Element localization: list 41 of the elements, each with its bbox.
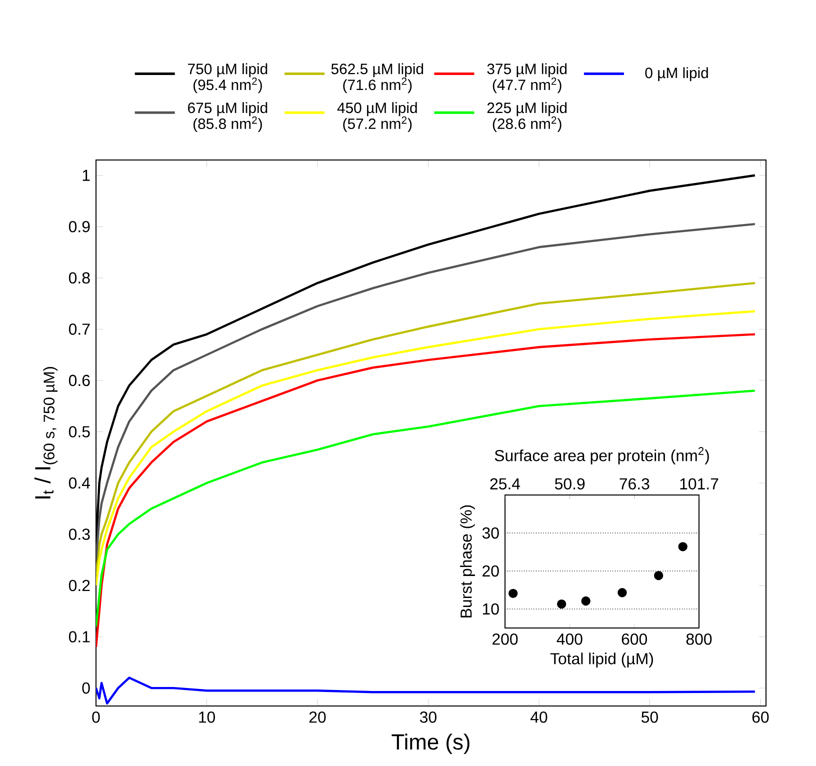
x-tick-label: 200 xyxy=(492,634,518,645)
x-tick-label: 10 xyxy=(199,712,215,723)
legend-label: 0 µM lipid xyxy=(645,67,708,82)
x-axis-title: Total lipid (µM) xyxy=(550,652,653,668)
x-tick-label: 400 xyxy=(556,634,582,645)
y-tick-label: 0 xyxy=(82,682,90,694)
legend-label: 375 µM lipid (47.7 nm$^{2}$) xyxy=(487,63,567,94)
y-tick-label: 0.8 xyxy=(68,272,90,284)
x-axis-title: Time (s) xyxy=(392,734,470,754)
legend-label: 562.5 µM lipid (71.6 nm$^{2}$) xyxy=(331,63,424,94)
x-tick-label: 600 xyxy=(622,634,647,645)
x2-tick-label: 50.9 xyxy=(554,478,585,490)
y-tick-label: 0.7 xyxy=(68,324,90,335)
x2-axis-title: Surface area per protein (nm$^{2}$) xyxy=(494,447,709,464)
x-tick-label: 800 xyxy=(686,634,712,645)
x-tick-label: 20 xyxy=(309,712,326,723)
y-axis-title: $\text{I}_{\text{t}}\text{ / }\text{I}_{\text{(60 s, 750 µM)}}$ xyxy=(34,367,58,498)
y-tick-label: 0.6 xyxy=(68,374,90,386)
y-tick-label: 0.3 xyxy=(68,528,90,540)
y-tick-label: 0.1 xyxy=(68,631,90,642)
x-tick-label: 50 xyxy=(642,712,658,723)
y-tick-label: 10 xyxy=(482,603,499,615)
x-tick-label: 60 xyxy=(752,712,769,723)
legend-label: 675 µM lipid (85.8 nm$^{2}$) xyxy=(188,102,268,132)
y-tick-label: 0.5 xyxy=(68,426,90,438)
x-tick-label: 40 xyxy=(530,712,548,723)
y-tick-label: 20 xyxy=(482,565,499,577)
x-tick-label: 30 xyxy=(420,712,436,723)
x2-tick-label: 25.4 xyxy=(490,478,520,490)
y-tick-label: 0.4 xyxy=(68,477,90,489)
y-tick-label: 0.9 xyxy=(68,221,90,232)
y-axis-title: Burst phase (%) xyxy=(460,505,475,618)
y-tick-label: 1 xyxy=(82,170,90,181)
y-tick-label: 0.2 xyxy=(68,580,90,592)
legend-label: 450 µM lipid (57.2 nm$^{2}$) xyxy=(337,102,417,132)
legend-label: 750 µM lipid (95.4 nm$^{2}$) xyxy=(188,63,268,94)
x2-tick-label: 76.3 xyxy=(620,478,650,490)
y-tick-label: 30 xyxy=(482,527,499,539)
x2-tick-label: 101.7 xyxy=(680,478,718,490)
x-tick-label: 0 xyxy=(92,712,100,723)
legend-label: 225 µM lipid (28.6 nm$^{2}$) xyxy=(487,102,567,132)
